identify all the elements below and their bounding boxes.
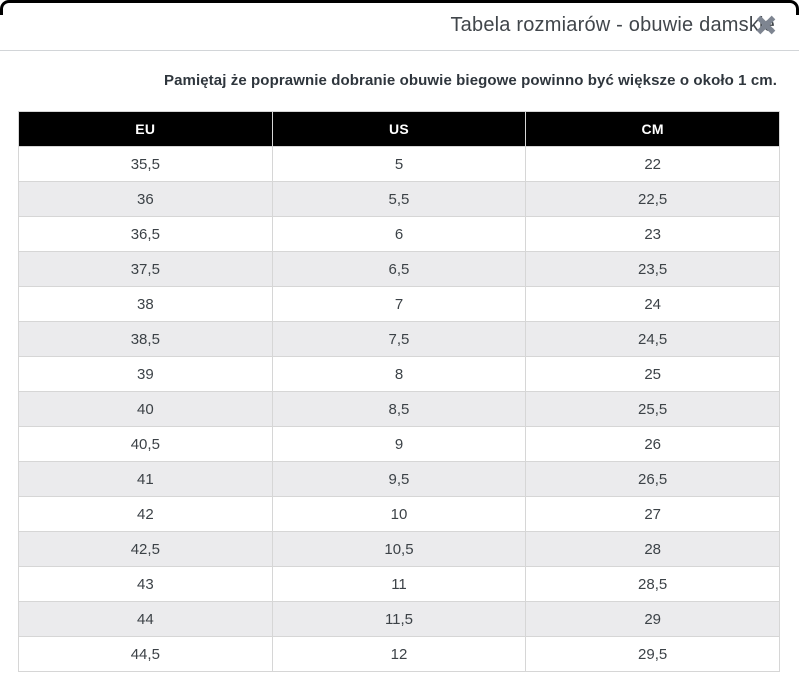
size-table-header: EU US CM <box>18 111 780 147</box>
size-cell: 36 <box>18 181 273 217</box>
size-cell: 22 <box>525 146 780 182</box>
size-cell: 37,5 <box>18 251 273 287</box>
size-cell: 44,5 <box>18 636 273 672</box>
size-cell: 11 <box>271 566 527 602</box>
dialog-titlebar: Tabela rozmiarów - obuwie damskie <box>0 0 799 51</box>
size-cell: 28,5 <box>525 566 780 602</box>
size-cell: 29 <box>525 601 780 637</box>
size-cell: 26 <box>525 426 780 462</box>
column-header-cm: CM <box>525 111 780 147</box>
table-row: 39 8 25 <box>18 356 780 392</box>
table-row: 44,5 12 29,5 <box>18 636 780 672</box>
close-x-icon <box>755 14 777 36</box>
size-cell: 9,5 <box>271 461 527 497</box>
table-row: 42 10 27 <box>18 496 780 532</box>
size-cell: 8 <box>271 356 527 392</box>
size-cell: 40,5 <box>18 426 273 462</box>
table-row: 44 11,5 29 <box>18 601 780 637</box>
size-cell: 35,5 <box>18 146 273 182</box>
table-row: 38,5 7,5 24,5 <box>18 321 780 357</box>
size-cell: 24 <box>525 286 780 322</box>
size-cell: 43 <box>18 566 273 602</box>
column-header-eu: EU <box>18 111 273 147</box>
size-cell: 25,5 <box>525 391 780 427</box>
size-cell: 27 <box>525 496 780 532</box>
close-button[interactable] <box>753 12 779 38</box>
table-row: 40 8,5 25,5 <box>18 391 780 427</box>
size-cell: 23,5 <box>525 251 780 287</box>
size-cell: 26,5 <box>525 461 780 497</box>
size-cell: 28 <box>525 531 780 567</box>
size-cell: 44 <box>18 601 273 637</box>
column-header-us: US <box>271 111 527 147</box>
size-cell: 12 <box>271 636 527 672</box>
table-row: 41 9,5 26,5 <box>18 461 780 497</box>
table-row: 36,5 6 23 <box>18 216 780 252</box>
size-cell: 9 <box>271 426 527 462</box>
size-cell: 22,5 <box>525 181 780 217</box>
size-cell: 6,5 <box>271 251 527 287</box>
table-row: 37,5 6,5 23,5 <box>18 251 780 287</box>
table-row: 40,5 9 26 <box>18 426 780 462</box>
table-row: 42,5 10,5 28 <box>18 531 780 567</box>
size-cell: 7,5 <box>271 321 527 357</box>
size-cell: 7 <box>271 286 527 322</box>
size-cell: 8,5 <box>271 391 527 427</box>
table-row: 38 7 24 <box>18 286 780 322</box>
size-cell: 10,5 <box>271 531 527 567</box>
size-cell: 38,5 <box>18 321 273 357</box>
dialog-title: Tabela rozmiarów - obuwie damskie <box>450 13 775 36</box>
size-cell: 23 <box>525 216 780 252</box>
size-cell: 10 <box>271 496 527 532</box>
size-cell: 25 <box>525 356 780 392</box>
size-cell: 36,5 <box>18 216 273 252</box>
size-cell: 38 <box>18 286 273 322</box>
size-cell: 41 <box>18 461 273 497</box>
size-cell: 42,5 <box>18 531 273 567</box>
size-cell: 6 <box>271 216 527 252</box>
size-cell: 5 <box>271 146 527 182</box>
fit-notice-text: Pamiętaj że poprawnie dobranie obuwie bi… <box>163 72 777 89</box>
table-row: 35,5 5 22 <box>18 146 780 182</box>
size-cell: 39 <box>18 356 273 392</box>
size-cell: 40 <box>18 391 273 427</box>
size-cell: 24,5 <box>525 321 780 357</box>
size-cell: 5,5 <box>271 181 527 217</box>
table-row: 36 5,5 22,5 <box>18 181 780 217</box>
size-table-body: 35,5 5 22 36 5,5 22,5 36,5 6 23 37,5 6,5 23,5 38 7 24 3… <box>18 146 780 672</box>
size-cell: 42 <box>18 496 273 532</box>
size-table-header-row: EU US CM <box>18 111 780 147</box>
table-row: 43 11 28,5 <box>18 566 780 602</box>
size-cell: 11,5 <box>271 601 527 637</box>
size-cell: 29,5 <box>525 636 780 672</box>
size-table: EU US CM 35,5 5 22 36 5,5 22,5 36,5 6 23 37,5 6,5 23,… <box>18 111 780 672</box>
